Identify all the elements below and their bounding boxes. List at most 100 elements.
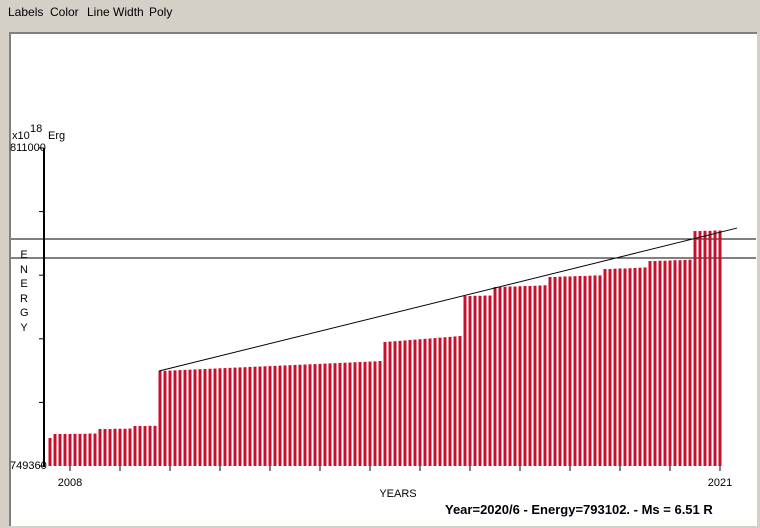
bar (413, 339, 417, 466)
menu-item[interactable]: Labels (8, 5, 44, 19)
bar (83, 433, 87, 466)
bar (403, 340, 407, 466)
status-text: Year=2020/6 - Energy=793102. - Ms = 6.51… (445, 502, 713, 517)
bar (703, 230, 707, 466)
bar (268, 366, 272, 466)
bar (98, 429, 102, 466)
bar (328, 363, 332, 466)
bar (163, 370, 167, 466)
bar (283, 365, 287, 466)
bar (583, 275, 587, 466)
bar (518, 286, 522, 466)
y-axis-label: ENERGY (20, 249, 29, 334)
bar (273, 365, 277, 466)
bar (633, 267, 637, 466)
x-axis-label: YEARS (379, 488, 416, 500)
bar (183, 369, 187, 466)
bar (188, 369, 192, 466)
bar (393, 341, 397, 466)
y-tick-label: 811000 (10, 142, 46, 154)
y-unit-exponent: 18 (30, 123, 42, 135)
bar (488, 295, 492, 466)
bar (508, 286, 512, 466)
bar (348, 362, 352, 466)
bar (673, 260, 677, 466)
bar (648, 261, 652, 466)
bar (88, 433, 92, 466)
bar (543, 285, 547, 466)
bar (658, 260, 662, 466)
bar (603, 269, 607, 466)
bar (138, 426, 142, 466)
menu-item[interactable]: Color (50, 5, 79, 19)
bar (53, 434, 57, 466)
bar (193, 369, 197, 466)
bar (208, 368, 212, 466)
bar (443, 337, 447, 466)
bar (463, 296, 467, 466)
bar (378, 361, 382, 466)
y-tick-label: 749360 (10, 460, 47, 472)
bar (568, 276, 572, 466)
bar (693, 231, 697, 466)
bar (708, 230, 712, 466)
bar (373, 361, 377, 466)
bar (353, 362, 357, 466)
x-tick-label: 2021 (708, 477, 732, 489)
bar (433, 338, 437, 466)
bar (318, 363, 322, 466)
bar (458, 336, 462, 466)
menu-item[interactable]: Poly (149, 5, 173, 19)
bar (653, 261, 657, 466)
bar (258, 366, 262, 466)
bar (363, 361, 367, 466)
bar (233, 367, 237, 466)
bar (598, 275, 602, 466)
bar (588, 275, 592, 466)
x-tick-label: 2008 (58, 477, 82, 489)
bar (573, 276, 577, 466)
bar (398, 340, 402, 466)
bar (308, 364, 312, 466)
bar (278, 365, 282, 466)
bar (133, 426, 137, 466)
bar (538, 285, 542, 466)
bar (503, 286, 507, 466)
bar (448, 336, 452, 466)
bar (358, 362, 362, 466)
bar (668, 260, 672, 466)
bar (678, 260, 682, 466)
bar (228, 367, 232, 466)
bar (243, 367, 247, 466)
bar (93, 433, 97, 466)
bar (663, 260, 667, 466)
bar (478, 295, 482, 466)
bar (713, 230, 717, 466)
bar (683, 259, 687, 466)
bar (558, 276, 562, 466)
bar (253, 366, 257, 466)
bar (513, 286, 517, 466)
bar (223, 368, 227, 466)
bar (338, 362, 342, 466)
bar (323, 363, 327, 466)
y-unit: Erg (48, 130, 65, 142)
bar (288, 365, 292, 466)
bar (533, 285, 537, 466)
menu-item[interactable]: Line Width (87, 5, 144, 19)
bar (628, 268, 632, 466)
bar (383, 342, 387, 466)
bar (263, 366, 267, 466)
bar (438, 337, 442, 466)
bar (73, 433, 77, 466)
bar (333, 363, 337, 466)
bar (298, 364, 302, 466)
bar (523, 286, 527, 466)
menu-bar: Labels Color Line Width Poly (0, 0, 760, 26)
bar (103, 429, 107, 466)
bar (688, 259, 692, 466)
bar (78, 433, 82, 466)
bar (173, 370, 177, 466)
